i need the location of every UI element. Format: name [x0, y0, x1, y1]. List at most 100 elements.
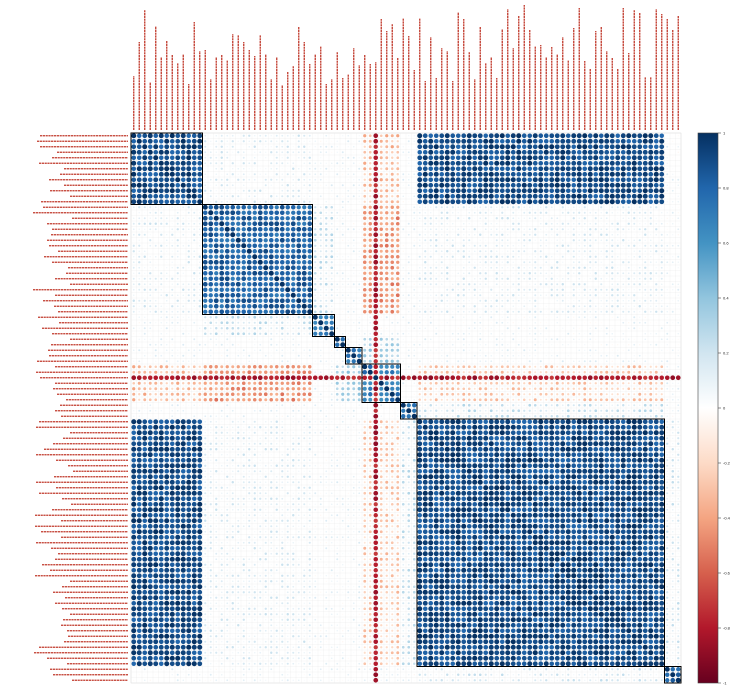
corr-cell — [600, 404, 603, 407]
corr-cell — [446, 250, 449, 253]
corr-cell — [627, 365, 631, 369]
corr-cell — [572, 305, 575, 308]
corr-cell — [221, 349, 223, 351]
corr-cell — [473, 283, 476, 286]
corr-cell — [429, 255, 432, 258]
corr-cell — [242, 365, 246, 369]
corr-cell — [505, 199, 511, 205]
corr-cell — [331, 355, 333, 357]
corr-cell — [628, 322, 630, 324]
corr-cell — [154, 365, 158, 369]
corr-cell — [455, 133, 461, 139]
corr-cell — [331, 360, 333, 362]
corr-cell — [473, 266, 476, 269]
corr-cell — [166, 305, 168, 307]
corr-cell — [611, 222, 614, 225]
corr-cell — [314, 344, 316, 346]
corr-cell — [451, 382, 454, 385]
corr-cell — [517, 250, 520, 253]
corr-cell — [600, 283, 603, 286]
corr-cell — [336, 146, 338, 148]
corr-cell — [143, 283, 146, 286]
corr-cell — [379, 222, 383, 226]
corr-cell — [363, 266, 367, 270]
corr-cell — [132, 305, 135, 308]
corr-cell — [379, 309, 384, 314]
corr-cell — [226, 200, 229, 203]
corr-cell — [440, 217, 443, 220]
corr-cell — [132, 228, 135, 231]
corr-cell — [396, 183, 400, 187]
corr-cell — [528, 239, 531, 242]
corr-cell — [395, 254, 400, 259]
corr-cell — [202, 259, 208, 265]
corr-cell — [518, 360, 520, 362]
corr-cell — [199, 410, 201, 412]
corr-cell — [379, 397, 384, 402]
corr-cell — [379, 277, 383, 281]
corr-cell — [677, 404, 680, 407]
corr-cell — [357, 375, 362, 380]
corr-cell — [193, 321, 196, 324]
corr-cell — [155, 333, 157, 335]
corr-cell — [275, 173, 278, 176]
corr-cell — [660, 305, 663, 308]
corr-cell — [188, 327, 190, 329]
corr-cell — [653, 171, 659, 177]
corr-cell — [210, 135, 212, 137]
corr-cell — [671, 398, 674, 401]
corr-cell — [506, 239, 509, 242]
corr-cell — [485, 333, 487, 335]
corr-cell — [489, 409, 493, 413]
corr-cell — [467, 409, 471, 413]
corr-cell — [290, 259, 296, 265]
corr-cell — [501, 255, 504, 258]
corr-cell — [554, 182, 560, 188]
corr-cell — [154, 228, 157, 231]
corr-cell — [164, 375, 169, 380]
corr-cell — [197, 149, 203, 155]
corr-cell — [220, 316, 223, 319]
corr-cell — [235, 210, 241, 216]
corr-cell — [631, 171, 637, 177]
corr-cell — [191, 375, 197, 381]
corr-cell — [627, 211, 630, 214]
corr-cell — [248, 157, 250, 159]
corr-cell — [209, 321, 213, 325]
corr-cell — [208, 243, 213, 248]
corr-cell — [274, 281, 280, 287]
corr-cell — [259, 162, 261, 164]
corr-cell — [424, 294, 426, 296]
corr-cell — [611, 239, 614, 242]
corr-cell — [176, 277, 179, 280]
corr-cell — [611, 233, 614, 236]
corr-cell — [565, 133, 571, 139]
corr-cell — [660, 393, 663, 396]
corr-cell — [257, 221, 263, 227]
corr-cell — [600, 256, 602, 258]
corr-cell — [407, 222, 410, 225]
corr-cell — [346, 398, 350, 402]
corr-cell — [479, 294, 482, 297]
corr-cell — [281, 200, 284, 203]
corr-cell — [655, 222, 658, 225]
corr-cell — [369, 162, 372, 165]
corr-cell — [259, 343, 262, 346]
corr-cell — [666, 398, 669, 401]
corr-cell — [298, 173, 300, 175]
corr-cell — [452, 305, 454, 307]
corr-cell — [198, 266, 201, 269]
corr-cell — [534, 239, 536, 241]
corr-cell — [357, 370, 361, 374]
corr-cell — [494, 182, 500, 188]
corr-cell — [638, 272, 641, 275]
corr-cell — [197, 182, 203, 188]
corr-cell — [440, 409, 443, 412]
corr-cell — [363, 238, 367, 242]
corr-cell — [303, 200, 306, 203]
corr-cell — [143, 206, 146, 209]
corr-cell — [433, 177, 439, 183]
corr-cell — [224, 210, 230, 216]
corr-cell — [270, 184, 272, 186]
corr-cell — [594, 360, 597, 363]
